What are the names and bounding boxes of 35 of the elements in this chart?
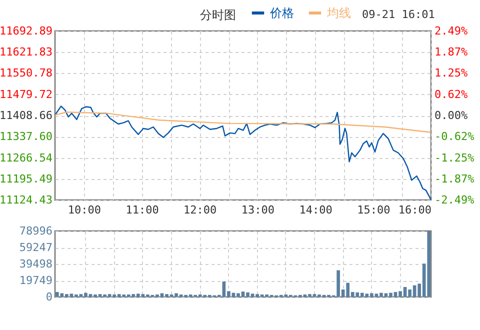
y2-tick-label: 0.00% <box>434 109 468 122</box>
legend-label: 均线 <box>326 6 351 20</box>
y-tick-label: 11479.72 <box>0 88 52 101</box>
y-tick-label: 39498 <box>19 258 52 270</box>
x-tick-label: 15:00 <box>357 204 390 216</box>
y-tick-label: 11124.43 <box>0 194 52 206</box>
y-tick-label: 78996 <box>19 224 52 238</box>
y-tick-label: 19749 <box>19 274 52 287</box>
y2-tick-label: 1.87% <box>434 46 468 59</box>
line-series <box>54 112 432 133</box>
y-tick-label: 59247 <box>19 241 52 254</box>
y2-tick-label: -0.62% <box>434 130 475 144</box>
y2-tick-label: -1.87% <box>434 172 475 186</box>
y-tick-label: 11692.89 <box>0 24 52 38</box>
y2-tick-label: 2.49% <box>434 24 468 38</box>
x-tick-label: 13:00 <box>241 204 275 216</box>
y-tick-label: 11266.54 <box>0 151 53 164</box>
y-tick-label: 11550.78 <box>0 66 52 80</box>
y-tick-label: 11195.49 <box>0 172 52 186</box>
y2-tick-label: -2.49% <box>434 194 475 206</box>
x-tick-label: 12:00 <box>184 204 217 216</box>
y2-tick-label: 1.25% <box>434 66 468 80</box>
y-tick-label: 11337.60 <box>0 130 52 144</box>
x-tick-label: 11:00 <box>126 204 159 216</box>
y-tick-label: 0 <box>46 290 52 304</box>
y2-tick-label: -1.25% <box>434 151 475 164</box>
y-tick-label: 11621.83 <box>0 46 52 59</box>
y2-tick-label: 0.62% <box>434 88 468 101</box>
text: 09-21 16:01 <box>362 8 435 21</box>
y-tick-label: 11408.66 <box>0 109 52 122</box>
x-tick-label: 14:00 <box>299 204 332 216</box>
legend-label: 价格 <box>269 6 294 20</box>
chart-title: 分时图 <box>200 7 236 24</box>
x-tick-label: 10:00 <box>68 204 101 216</box>
x-tick-label: 16:00 <box>398 204 432 216</box>
